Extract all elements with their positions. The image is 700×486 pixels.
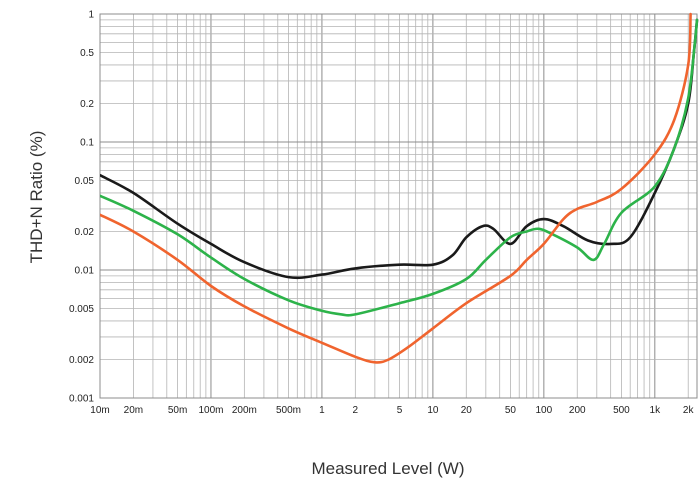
- y-tick-label: 1: [88, 10, 94, 21]
- x-tick-label: 20: [461, 405, 473, 416]
- y-tick-label: 0.2: [80, 99, 94, 110]
- x-tick-label: 2: [353, 405, 359, 416]
- plot-grid: [99, 13, 698, 399]
- series-line-2: [100, 18, 699, 317]
- y-tick-label: 0.05: [75, 176, 95, 187]
- y-tick-label: 0.001: [69, 394, 94, 405]
- plot-frame: [99, 13, 698, 399]
- x-tick-label: 1: [319, 405, 325, 416]
- x-tick-label: 200m: [232, 405, 257, 416]
- y-tick-label: 0.1: [80, 138, 94, 149]
- series-line-3: [100, 12, 692, 364]
- x-axis-label: Measured Level (W): [311, 459, 464, 478]
- series-line-1: [100, 18, 699, 280]
- x-axis-ticks: 10m 20m 50m 100m 200m 500m 1 2 5 10 20 50 100 200 500 1…: [90, 405, 694, 416]
- x-tick-label: 2k: [683, 405, 695, 416]
- plot-series: [100, 12, 699, 364]
- x-tick-label: 1k: [650, 405, 662, 416]
- y-tick-label: 0.02: [75, 227, 95, 238]
- x-tick-label: 5: [397, 405, 403, 416]
- y-tick-label: 0.01: [75, 266, 95, 277]
- x-tick-label: 100m: [198, 405, 223, 416]
- x-tick-label: 200: [569, 405, 586, 416]
- x-tick-label: 50m: [168, 405, 187, 416]
- x-tick-label: 20m: [124, 405, 143, 416]
- x-tick-label: 100: [536, 405, 553, 416]
- y-axis-ticks: 0.001 0.002 0.005 0.01 0.02 0.05 0.1 0.2 0.5 1: [69, 10, 94, 405]
- y-axis-label: THD+N Ratio (%): [27, 131, 46, 264]
- x-tick-label: 10m: [90, 405, 109, 416]
- y-tick-label: 0.002: [69, 355, 94, 366]
- x-tick-label: 500m: [276, 405, 301, 416]
- y-tick-label: 0.005: [69, 304, 94, 315]
- x-tick-label: 50: [505, 405, 517, 416]
- y-tick-label: 0.5: [80, 48, 94, 59]
- x-tick-label: 500: [613, 405, 630, 416]
- x-tick-label: 10: [427, 405, 439, 416]
